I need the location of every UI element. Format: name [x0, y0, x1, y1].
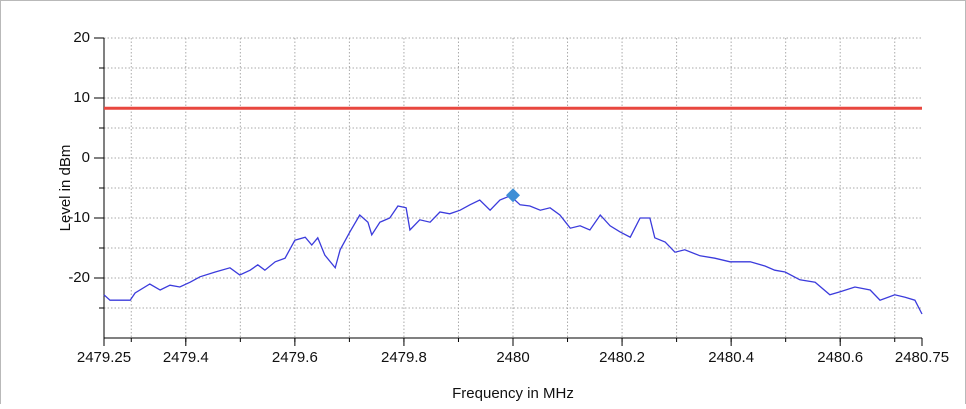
x-tick-label: 2479.25: [77, 349, 131, 366]
x-tick-label: 2480: [496, 349, 529, 366]
y-tick-label: -10: [68, 209, 90, 226]
y-axis-label: Level in dBm: [57, 145, 74, 232]
x-tick-label: 2479.4: [163, 349, 209, 366]
peak-marker: [506, 188, 520, 203]
y-tick-label: -20: [68, 269, 90, 286]
x-tick-label: 2480.75: [895, 349, 949, 366]
x-tick-label: 2480.2: [599, 349, 645, 366]
y-tick-label: 20: [73, 29, 90, 46]
x-tick-label: 2479.6: [272, 349, 318, 366]
x-tick-label: 2480.4: [708, 349, 754, 366]
trace: [103, 195, 923, 315]
x-tick-label: 2479.8: [381, 349, 427, 366]
y-tick-label: 0: [82, 149, 90, 166]
x-axis-label: Frequency in MHz: [452, 385, 574, 402]
y-tick-label: 10: [73, 89, 90, 106]
x-tick-label: 2480.6: [817, 349, 863, 366]
